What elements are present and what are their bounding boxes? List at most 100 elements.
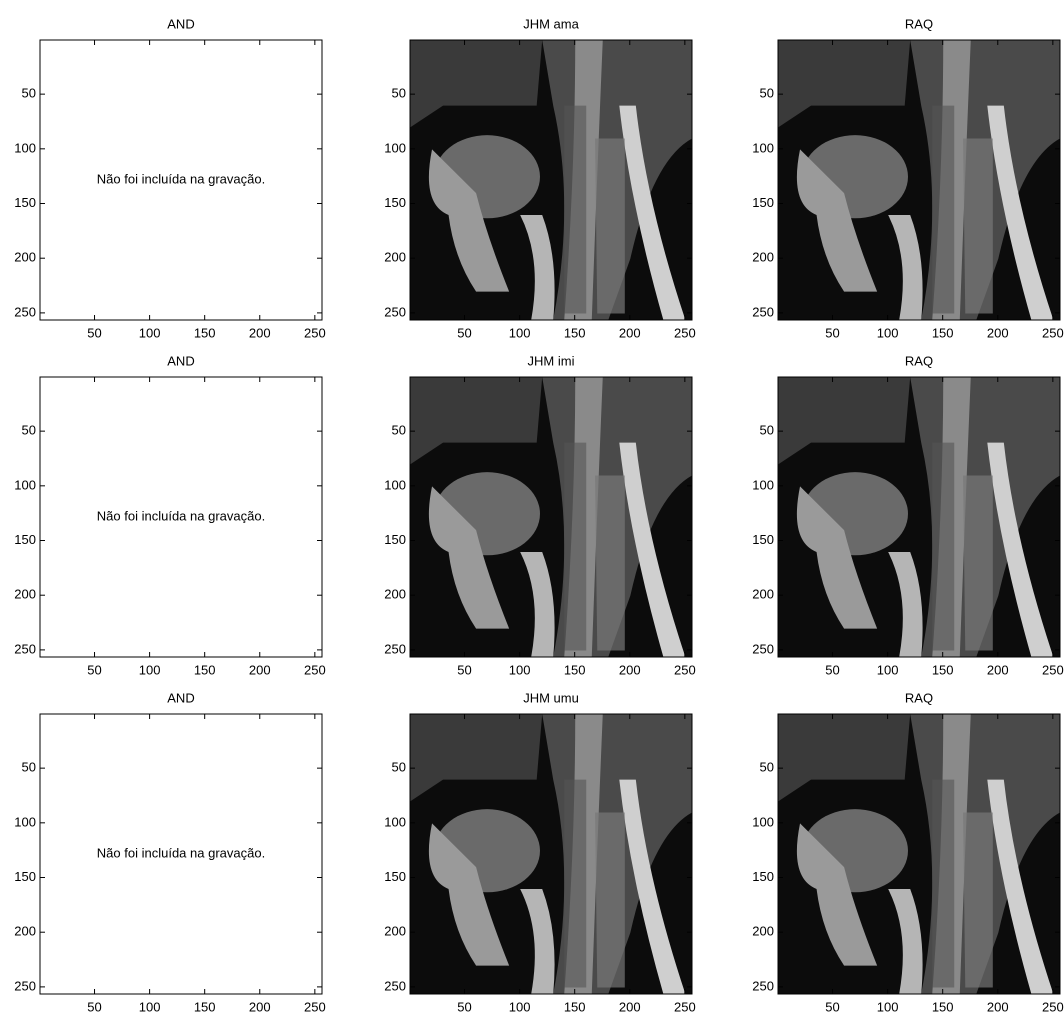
- figure: AND Não foi incluída na gravação. 50 100 150…: [0, 0, 1064, 1014]
- y-tick-label: 50: [392, 760, 406, 775]
- y-tick-label: 150: [384, 532, 406, 547]
- x-tick-label: 200: [987, 325, 1009, 340]
- mri-image: [410, 377, 692, 657]
- y-tick-label: 250: [752, 641, 774, 656]
- y-tick-label: 150: [384, 869, 406, 884]
- y-tick-label: 150: [384, 195, 406, 210]
- x-tick-label: 50: [825, 662, 839, 677]
- y-tick-label: 150: [752, 195, 774, 210]
- y-tick-label: 100: [14, 477, 36, 492]
- y-tick-label: 50: [760, 86, 774, 101]
- x-tick-label: 50: [825, 325, 839, 340]
- x-tick-label: 100: [139, 325, 161, 340]
- x-tick-label: 200: [249, 325, 271, 340]
- x-tick-label: 250: [304, 325, 326, 340]
- y-tick-label: 200: [14, 250, 36, 265]
- x-tick-label: 200: [987, 662, 1009, 677]
- y-tick-label: 100: [752, 477, 774, 492]
- mri-image: [778, 714, 1060, 994]
- y-tick-label: 200: [752, 250, 774, 265]
- x-tick-label: 200: [619, 999, 641, 1014]
- mri-image: [778, 40, 1060, 320]
- panel-title: AND: [167, 353, 194, 368]
- x-tick-label: 100: [509, 999, 531, 1014]
- annotation: Não foi incluída na gravação.: [97, 845, 265, 860]
- y-tick-label: 50: [392, 86, 406, 101]
- mri-image: [410, 714, 692, 994]
- panel-title: AND: [167, 690, 194, 705]
- y-tick-label: 200: [14, 924, 36, 939]
- x-tick-label: 150: [564, 325, 586, 340]
- y-tick-label: 200: [752, 587, 774, 602]
- x-tick-label: 150: [194, 325, 216, 340]
- x-tick-label: 50: [457, 325, 471, 340]
- y-tick-label: 200: [14, 587, 36, 602]
- x-tick-label: 100: [509, 662, 531, 677]
- x-tick-label: 50: [457, 999, 471, 1014]
- x-tick-label: 200: [249, 662, 271, 677]
- x-tick-label: 250: [674, 999, 696, 1014]
- x-tick-label: 100: [139, 999, 161, 1014]
- y-tick-label: 150: [14, 532, 36, 547]
- x-tick-label: 100: [877, 662, 899, 677]
- y-tick-label: 250: [14, 641, 36, 656]
- y-tick-label: 150: [14, 869, 36, 884]
- y-tick-label: 200: [384, 250, 406, 265]
- x-tick-label: 150: [564, 662, 586, 677]
- x-tick-label: 50: [825, 999, 839, 1014]
- y-tick-label: 250: [384, 304, 406, 319]
- x-tick-label: 100: [877, 325, 899, 340]
- x-tick-label: 250: [674, 662, 696, 677]
- y-tick-label: 50: [760, 423, 774, 438]
- y-tick-label: 100: [14, 140, 36, 155]
- x-tick-label: 250: [1042, 325, 1064, 340]
- x-tick-label: 250: [674, 325, 696, 340]
- y-tick-label: 150: [14, 195, 36, 210]
- panel-title: RAQ: [905, 353, 933, 368]
- y-tick-label: 50: [22, 760, 36, 775]
- x-tick-label: 100: [509, 325, 531, 340]
- x-tick-label: 150: [932, 325, 954, 340]
- panel-title: JHM umu: [523, 690, 579, 705]
- x-tick-label: 50: [87, 662, 101, 677]
- x-tick-label: 200: [249, 999, 271, 1014]
- x-tick-label: 150: [194, 999, 216, 1014]
- y-tick-label: 200: [752, 924, 774, 939]
- x-tick-label: 250: [304, 662, 326, 677]
- y-tick-label: 150: [752, 869, 774, 884]
- y-tick-label: 250: [14, 304, 36, 319]
- x-tick-label: 50: [457, 662, 471, 677]
- annotation: Não foi incluída na gravação.: [97, 508, 265, 523]
- x-tick-label: 150: [932, 999, 954, 1014]
- x-tick-label: 200: [987, 999, 1009, 1014]
- x-tick-label: 50: [87, 999, 101, 1014]
- x-tick-label: 250: [1042, 999, 1064, 1014]
- x-tick-label: 100: [877, 999, 899, 1014]
- y-tick-label: 250: [384, 978, 406, 993]
- x-tick-label: 200: [619, 662, 641, 677]
- annotation: Não foi incluída na gravação.: [97, 171, 265, 186]
- x-tick-label: 200: [619, 325, 641, 340]
- x-tick-label: 250: [1042, 662, 1064, 677]
- y-tick-label: 50: [22, 86, 36, 101]
- panel-title: RAQ: [905, 16, 933, 31]
- y-tick-label: 200: [384, 924, 406, 939]
- y-tick-label: 250: [752, 304, 774, 319]
- x-tick-label: 150: [564, 999, 586, 1014]
- mri-image: [778, 377, 1060, 657]
- panel-title: AND: [167, 16, 194, 31]
- panel-title: JHM imi: [528, 353, 575, 368]
- y-tick-label: 100: [14, 814, 36, 829]
- y-tick-label: 250: [14, 978, 36, 993]
- y-tick-label: 100: [752, 140, 774, 155]
- y-tick-label: 200: [384, 587, 406, 602]
- y-tick-label: 150: [752, 532, 774, 547]
- y-tick-label: 250: [384, 641, 406, 656]
- mri-image: [410, 40, 692, 320]
- y-tick-label: 50: [392, 423, 406, 438]
- x-tick-label: 150: [194, 662, 216, 677]
- x-tick-label: 150: [932, 662, 954, 677]
- y-tick-label: 100: [384, 814, 406, 829]
- x-tick-label: 250: [304, 999, 326, 1014]
- y-tick-label: 100: [384, 140, 406, 155]
